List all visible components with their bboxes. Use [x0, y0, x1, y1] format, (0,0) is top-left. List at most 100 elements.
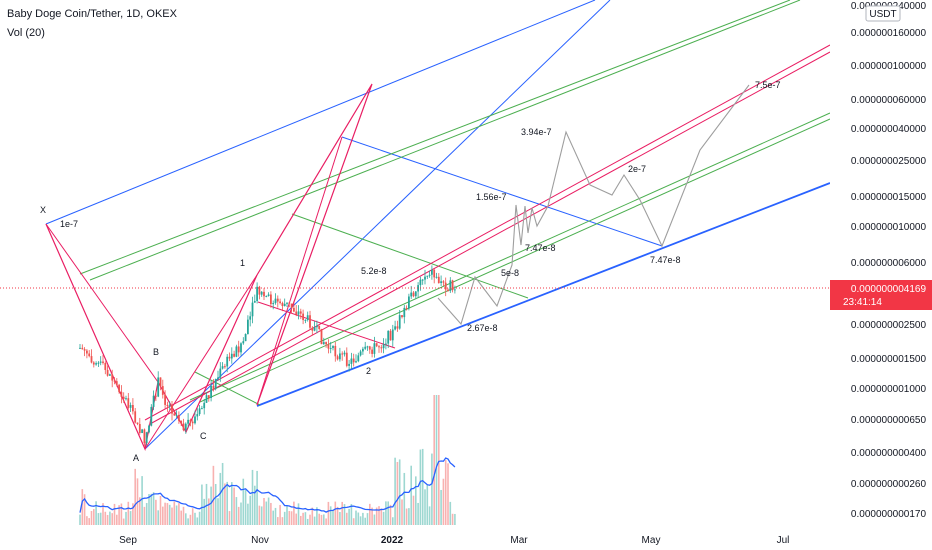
candle-body	[143, 429, 146, 444]
volume-bar	[88, 518, 90, 525]
volume-bar	[111, 513, 113, 525]
volume-bar	[171, 507, 173, 525]
volume-bar	[210, 486, 212, 525]
time-tick-label: Nov	[251, 535, 269, 546]
candle-body	[161, 386, 164, 395]
volume-bar	[433, 395, 435, 525]
volume-bar	[352, 518, 355, 525]
volume-bar	[274, 507, 277, 525]
candle-body	[157, 377, 160, 397]
volume-ma-line	[79, 457, 456, 513]
candle-body	[327, 344, 330, 349]
candle-body	[150, 406, 153, 426]
candle-body	[97, 362, 100, 364]
candle-body	[182, 423, 185, 431]
price-annotation: 5e-8	[501, 268, 519, 278]
volume-bar	[339, 512, 341, 525]
candle-body	[385, 343, 387, 345]
volume-bar	[145, 503, 148, 525]
volume-bar	[295, 513, 297, 525]
candle-body	[339, 353, 341, 360]
candle-body	[295, 311, 298, 315]
currency-badge[interactable]	[865, 5, 901, 22]
volume-bar	[203, 498, 205, 525]
candle-body	[408, 296, 410, 309]
price-tick-label: 0.000000060000	[851, 95, 927, 106]
volume-bar	[242, 478, 245, 525]
volume-bar	[424, 489, 426, 525]
candle-body	[334, 345, 337, 357]
candle-body	[414, 291, 417, 297]
volume-bar	[401, 499, 403, 525]
price-annotation: 7.47e-8	[525, 243, 556, 253]
volume-bar	[93, 509, 95, 525]
candle-body	[237, 346, 240, 353]
volume-bar	[127, 501, 130, 525]
volume-bar	[168, 504, 171, 525]
candle-body	[120, 391, 123, 397]
volume-bar	[118, 505, 120, 525]
price-tick-label: 0.000000025000	[851, 156, 927, 167]
volume-bar	[109, 511, 111, 525]
volume-bar	[311, 507, 314, 525]
volume-bar	[283, 511, 286, 525]
volume-bar	[449, 501, 452, 525]
price-annotation: 7.47e-8	[650, 255, 681, 265]
candle-body	[173, 413, 176, 416]
wave-label: C	[200, 431, 207, 441]
blue-median-line	[341, 136, 663, 247]
candle-body	[373, 343, 376, 354]
candle-body	[274, 298, 277, 304]
volume-bar	[86, 516, 88, 525]
candle-body	[433, 269, 436, 278]
volume-bar	[373, 514, 376, 525]
candle-body	[145, 432, 148, 444]
candle-body	[159, 377, 162, 387]
candle-body	[355, 361, 357, 363]
candle-body	[332, 345, 334, 349]
candle-body	[297, 311, 300, 315]
volume-bar	[371, 507, 373, 525]
volume-bar	[396, 461, 399, 525]
volume-bar	[348, 508, 350, 525]
candle-body	[426, 275, 429, 277]
candle-body	[166, 404, 169, 406]
volume-bar	[219, 472, 222, 525]
candle-body	[125, 398, 127, 400]
candle-body	[242, 341, 245, 344]
price-tick-label: 0.000000015000	[851, 192, 927, 203]
volume-bar	[116, 514, 118, 525]
time-axis[interactable]	[0, 528, 830, 550]
volume-bar	[403, 472, 406, 525]
volume-bar	[148, 494, 150, 525]
candle-body	[447, 289, 449, 291]
price-axis[interactable]	[830, 0, 932, 530]
candle-body	[348, 363, 350, 366]
volume-bar	[191, 508, 194, 525]
candle-body	[449, 280, 452, 291]
candle-body	[387, 330, 390, 344]
volume-bar	[327, 501, 330, 525]
candle-body	[164, 394, 166, 405]
volume-bars	[79, 395, 456, 525]
blue-channel-lower	[256, 182, 831, 407]
volume-bar	[421, 448, 424, 525]
volume-bar	[279, 504, 281, 525]
volume-bar	[306, 518, 309, 525]
volume-bar	[175, 505, 178, 525]
volume-bar	[288, 511, 291, 525]
candle-body	[180, 420, 183, 424]
blue-channel-outer	[144, 0, 611, 450]
candle-body	[329, 348, 332, 350]
price-tick-label: 0.000000000400	[851, 448, 927, 459]
candle-body	[419, 279, 422, 286]
volume-bar	[95, 501, 97, 525]
volume-bar	[162, 506, 164, 525]
wave-label: A	[133, 453, 139, 463]
volume-bar	[81, 489, 84, 525]
volume-bar	[260, 506, 263, 525]
candle-body	[148, 425, 150, 433]
volume-bar	[316, 507, 318, 525]
volume-bar	[263, 498, 265, 525]
